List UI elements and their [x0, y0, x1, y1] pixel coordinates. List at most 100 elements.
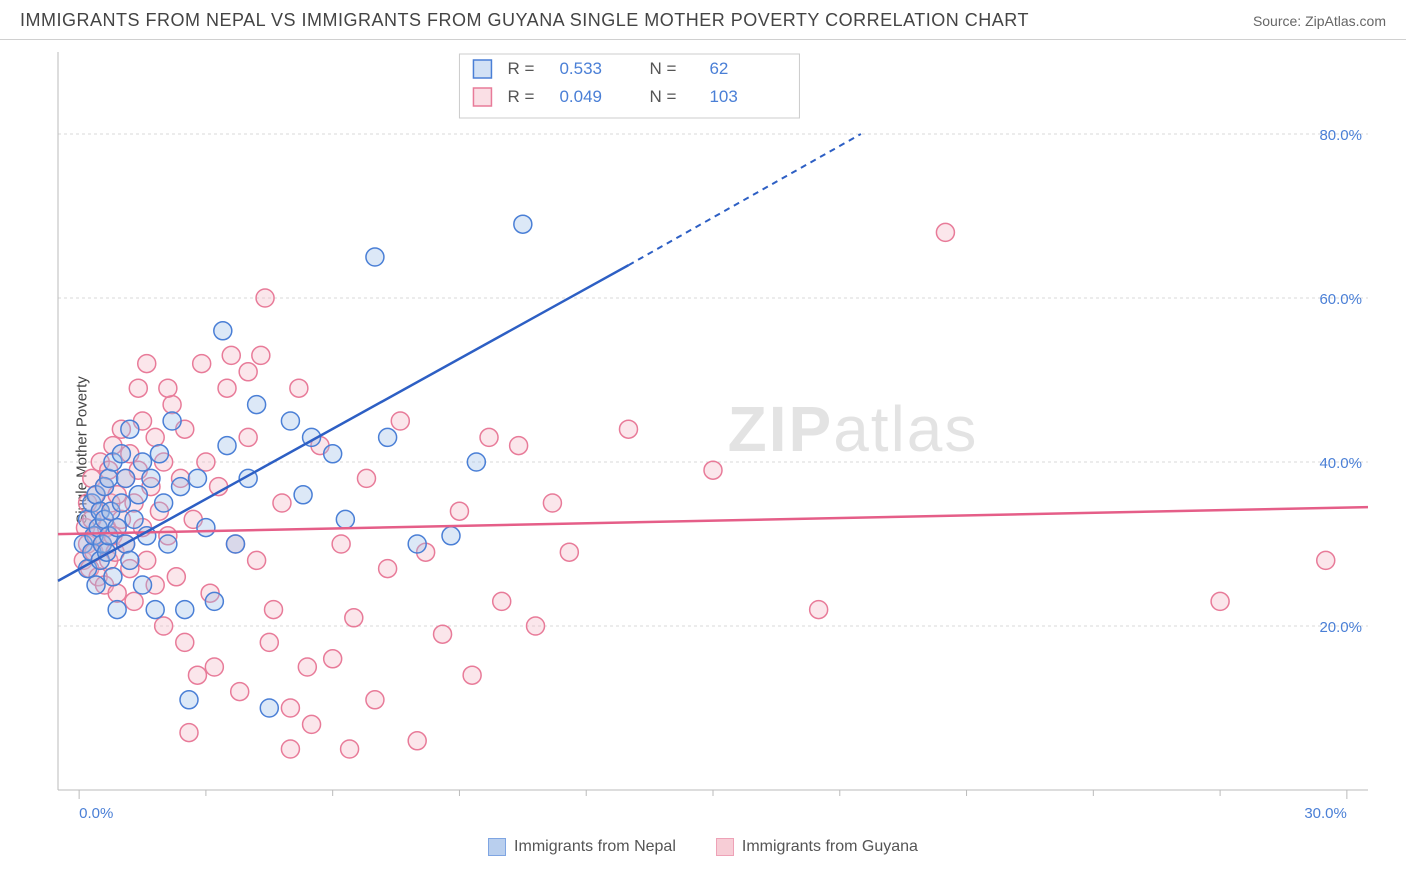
data-point-nepal	[205, 592, 223, 610]
data-point-nepal	[100, 469, 118, 487]
data-point-guyana	[159, 379, 177, 397]
data-point-nepal	[248, 396, 266, 414]
data-point-guyana	[704, 461, 722, 479]
legend-n-value: 103	[709, 87, 737, 106]
data-point-guyana	[218, 379, 236, 397]
legend-n-label: N =	[649, 87, 676, 106]
data-point-guyana	[167, 568, 185, 586]
data-point-guyana	[252, 346, 270, 364]
data-point-guyana	[138, 355, 156, 373]
legend-item: Immigrants from Nepal	[488, 838, 676, 856]
data-point-nepal	[134, 576, 152, 594]
data-point-nepal	[108, 601, 126, 619]
data-point-guyana	[619, 420, 637, 438]
legend-r-value: 0.533	[559, 59, 602, 78]
data-point-guyana	[239, 428, 257, 446]
data-point-guyana	[332, 535, 350, 553]
legend-item: Immigrants from Guyana	[716, 838, 918, 856]
chart-title: IMMIGRANTS FROM NEPAL VS IMMIGRANTS FROM…	[20, 10, 1029, 31]
y-tick-label: 60.0%	[1319, 291, 1362, 308]
data-point-guyana	[408, 732, 426, 750]
data-point-guyana	[510, 437, 528, 455]
data-point-nepal	[155, 494, 173, 512]
y-tick-label: 20.0%	[1319, 619, 1362, 636]
legend-label: Immigrants from Nepal	[514, 838, 676, 856]
data-point-guyana	[188, 666, 206, 684]
legend-label: Immigrants from Guyana	[742, 838, 918, 856]
data-point-guyana	[281, 699, 299, 717]
data-point-guyana	[146, 428, 164, 446]
data-point-guyana	[248, 551, 266, 569]
data-point-guyana	[197, 453, 215, 471]
data-point-guyana	[357, 469, 375, 487]
data-point-guyana	[434, 625, 452, 643]
data-point-nepal	[214, 322, 232, 340]
data-point-nepal	[294, 486, 312, 504]
data-point-guyana	[543, 494, 561, 512]
data-point-guyana	[810, 601, 828, 619]
chart-area: Single Mother Poverty 20.0%40.0%60.0%80.…	[0, 40, 1406, 860]
data-point-guyana	[341, 740, 359, 758]
data-point-nepal	[112, 494, 130, 512]
x-tick-label: 0.0%	[79, 805, 113, 822]
data-point-guyana	[450, 502, 468, 520]
data-point-nepal	[260, 699, 278, 717]
data-point-nepal	[218, 437, 236, 455]
data-point-nepal	[172, 478, 190, 496]
trendline-guyana	[58, 507, 1368, 534]
data-point-guyana	[345, 609, 363, 627]
data-point-guyana	[1317, 551, 1335, 569]
data-point-guyana	[222, 346, 240, 364]
data-point-nepal	[180, 691, 198, 709]
data-point-nepal	[176, 601, 194, 619]
data-point-guyana	[138, 551, 156, 569]
legend-swatch	[488, 838, 506, 856]
data-point-guyana	[379, 560, 397, 578]
data-point-guyana	[273, 494, 291, 512]
data-point-guyana	[256, 289, 274, 307]
legend-n-value: 62	[709, 59, 728, 78]
data-point-guyana	[493, 592, 511, 610]
data-point-nepal	[142, 469, 160, 487]
data-point-guyana	[366, 691, 384, 709]
data-point-guyana	[231, 683, 249, 701]
data-point-nepal	[188, 469, 206, 487]
data-point-guyana	[463, 666, 481, 684]
legend-r-label: R =	[507, 87, 534, 106]
data-point-nepal	[163, 412, 181, 430]
legend-swatch	[473, 60, 491, 78]
legend-swatch	[716, 838, 734, 856]
data-point-guyana	[936, 223, 954, 241]
scatter-plot: 20.0%40.0%60.0%80.0%0.0%30.0%ZIPatlasR =…	[48, 40, 1388, 830]
data-point-nepal	[514, 215, 532, 233]
bottom-legend: Immigrants from Nepal Immigrants from Guy…	[0, 838, 1406, 856]
data-point-guyana	[527, 617, 545, 635]
y-tick-label: 40.0%	[1319, 455, 1362, 472]
data-point-guyana	[129, 379, 147, 397]
data-point-guyana	[205, 658, 223, 676]
data-point-guyana	[281, 740, 299, 758]
data-point-guyana	[176, 633, 194, 651]
data-point-nepal	[379, 428, 397, 446]
data-point-nepal	[121, 420, 139, 438]
data-point-nepal	[112, 445, 130, 463]
x-tick-label: 30.0%	[1304, 805, 1347, 822]
chart-source: Source: ZipAtlas.com	[1253, 13, 1386, 29]
data-point-guyana	[239, 363, 257, 381]
data-point-guyana	[193, 355, 211, 373]
data-point-guyana	[125, 592, 143, 610]
data-point-guyana	[298, 658, 316, 676]
data-point-guyana	[155, 617, 173, 635]
data-point-guyana	[391, 412, 409, 430]
legend-r-value: 0.049	[559, 87, 602, 106]
data-point-nepal	[281, 412, 299, 430]
data-point-guyana	[480, 428, 498, 446]
legend-n-label: N =	[649, 59, 676, 78]
data-point-guyana	[560, 543, 578, 561]
data-point-nepal	[467, 453, 485, 471]
data-point-guyana	[303, 715, 321, 733]
data-point-guyana	[324, 650, 342, 668]
data-point-nepal	[134, 453, 152, 471]
data-point-nepal	[226, 535, 244, 553]
data-point-nepal	[442, 527, 460, 545]
